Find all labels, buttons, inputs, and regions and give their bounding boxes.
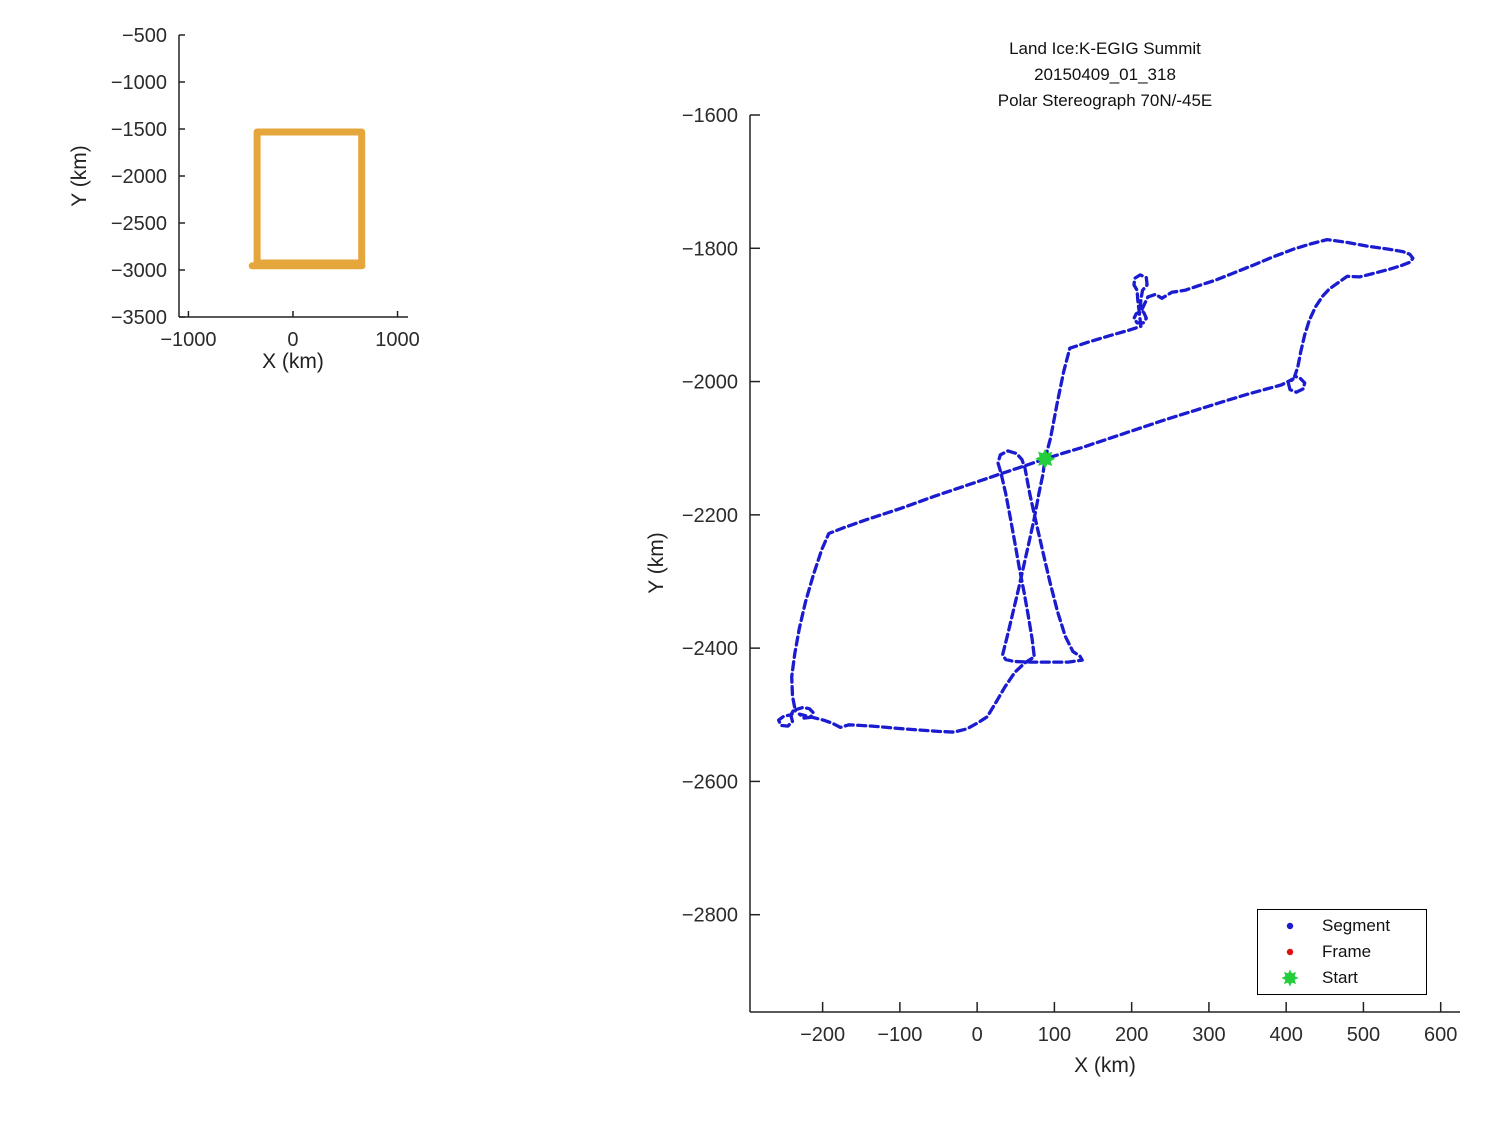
legend-star <box>1281 969 1299 987</box>
overview-xlabel: X (km) <box>262 350 324 373</box>
legend-box: Segment Frame Start <box>1257 909 1427 995</box>
x-tick-label: 0 <box>972 1024 983 1046</box>
legend-row-segment: Segment <box>1258 914 1426 938</box>
legend-label-frame: Frame <box>1322 942 1372 961</box>
start-marker <box>1035 448 1056 469</box>
trajectory-xlabel: X (km) <box>1074 1054 1136 1077</box>
y-tick-label: −2600 <box>682 771 738 793</box>
title-line-1: Land Ice:K-EGIG Summit <box>1009 39 1201 58</box>
x-tick-label: −200 <box>800 1024 845 1046</box>
x-tick-label: −1000 <box>160 329 216 351</box>
x-tick-label: 0 <box>287 329 298 351</box>
y-tick-label: −2400 <box>682 638 738 660</box>
legend-row-frame: Frame <box>1258 940 1426 964</box>
legend-label-start: Start <box>1322 968 1358 987</box>
x-tick-label: 100 <box>1038 1024 1071 1046</box>
overview-ylabel: Y (km) <box>68 145 91 207</box>
y-tick-label: −3500 <box>111 307 167 329</box>
x-tick-label: −100 <box>877 1024 922 1046</box>
segment-dot-icon <box>1258 916 1322 936</box>
y-tick-label: −2800 <box>682 905 738 927</box>
y-tick-label: −1000 <box>111 72 167 94</box>
legend-dot <box>1286 922 1294 930</box>
frame-dot-icon <box>1258 942 1322 962</box>
y-tick-label: −2000 <box>682 372 738 394</box>
x-tick-label: 1000 <box>375 329 420 351</box>
y-tick-label: −3000 <box>111 260 167 282</box>
title-line-2: 20150409_01_318 <box>1034 65 1176 84</box>
segment-path <box>776 237 1415 734</box>
x-tick-label: 300 <box>1192 1024 1225 1046</box>
coverage-box <box>253 128 366 267</box>
trajectory-title: Land Ice:K-EGIG Summit 20150409_01_318 P… <box>750 36 1460 114</box>
title-line-3: Polar Stereograph 70N/-45E <box>997 91 1213 110</box>
y-tick-label: −2000 <box>111 166 167 188</box>
y-tick-label: −500 <box>122 25 167 47</box>
y-tick-label: −2200 <box>682 505 738 527</box>
y-tick-label: −2500 <box>111 213 167 235</box>
x-tick-label: 600 <box>1424 1024 1457 1046</box>
legend-dot <box>1286 948 1294 956</box>
x-tick-label: 200 <box>1115 1024 1148 1046</box>
trajectory-ylabel: Y (km) <box>645 532 668 594</box>
legend-row-start: Start <box>1258 966 1426 990</box>
y-tick-label: −1500 <box>111 119 167 141</box>
x-tick-label: 400 <box>1269 1024 1302 1046</box>
x-tick-label: 500 <box>1347 1024 1380 1046</box>
y-tick-label: −1800 <box>682 238 738 260</box>
y-tick-label: −1600 <box>682 105 738 127</box>
legend-label-segment: Segment <box>1322 916 1391 935</box>
start-star-icon <box>1258 968 1322 988</box>
